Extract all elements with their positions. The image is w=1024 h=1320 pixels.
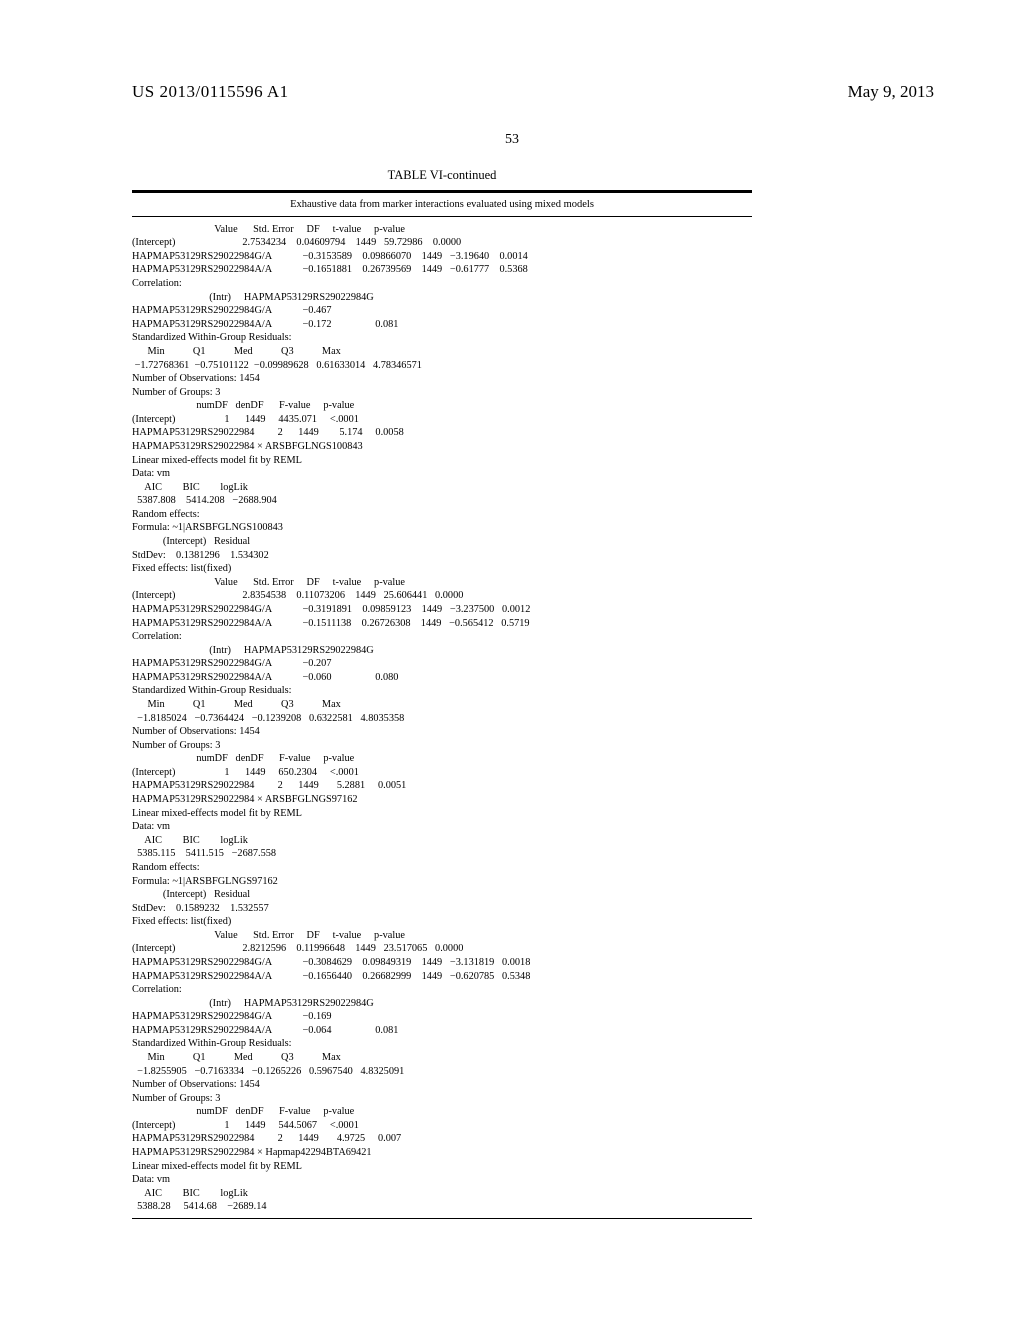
resid-row: −1.8185024 −0.7364424 −0.1239208 0.63225… [132, 712, 752, 726]
rand-formula: Formula: ~1|ARSBFGLNGS97162 [132, 875, 752, 889]
rand-row: StdDev: 0.1589232 1.532557 [132, 902, 752, 916]
model-title: HAPMAP53129RS29022984 × Hapmap42294BTA69… [132, 1146, 752, 1160]
corr-header: (Intr) HAPMAP53129RS29022984G [132, 644, 752, 658]
coef-row: HAPMAP53129RS29022984A/A −0.1511138 0.26… [132, 617, 752, 631]
rand-label: Random effects: [132, 508, 752, 522]
coef-row: HAPMAP53129RS29022984A/A −0.1651881 0.26… [132, 263, 752, 277]
doc-id: US 2013/0115596 A1 [132, 82, 289, 102]
rand-header: (Intercept) Residual [132, 888, 752, 902]
resid-row: −1.72768361 −0.75101122 −0.09989628 0.61… [132, 359, 752, 373]
fixed-label: Fixed effects: list(fixed) [132, 915, 752, 929]
table-caption: Exhaustive data from marker interactions… [132, 192, 752, 217]
anova-row: HAPMAP53129RS29022984 2 1449 5.2881 0.00… [132, 779, 752, 793]
corr-label: Correlation: [132, 630, 752, 644]
ic-row: 5387.808 5414.208 −2688.904 [132, 494, 752, 508]
anova-header: numDF denDF F-value p-value [132, 752, 752, 766]
coef-row: HAPMAP53129RS29022984G/A −0.3191891 0.09… [132, 603, 752, 617]
model-title: HAPMAP53129RS29022984 × ARSBFGLNGS97162 [132, 793, 752, 807]
corr-row: HAPMAP53129RS29022984G/A −0.467 [132, 304, 752, 318]
fixed-label: Fixed effects: list(fixed) [132, 562, 752, 576]
ngrp: Number of Groups: 3 [132, 1092, 752, 1106]
anova-header: numDF denDF F-value p-value [132, 1105, 752, 1119]
resid-header: Min Q1 Med Q3 Max [132, 698, 752, 712]
anova-row: (Intercept) 1 1449 4435.071 <.0001 [132, 413, 752, 427]
corr-row: HAPMAP53129RS29022984G/A −0.169 [132, 1010, 752, 1024]
corr-row: HAPMAP53129RS29022984A/A −0.172 0.081 [132, 318, 752, 332]
ic-header: AIC BIC logLik [132, 481, 752, 495]
resid-label: Standardized Within-Group Residuals: [132, 684, 752, 698]
model-data: Data: vm [132, 1173, 752, 1187]
ic-row: 5388.28 5414.68 −2689.14 [132, 1200, 752, 1214]
coef-row: (Intercept) 2.8212596 0.11996648 1449 23… [132, 942, 752, 956]
resid-label: Standardized Within-Group Residuals: [132, 331, 752, 345]
anova-row: (Intercept) 1 1449 544.5067 <.0001 [132, 1119, 752, 1133]
ic-header: AIC BIC logLik [132, 834, 752, 848]
rand-header: (Intercept) Residual [132, 535, 752, 549]
model-fit: Linear mixed-effects model fit by REML [132, 1160, 752, 1174]
ngrp: Number of Groups: 3 [132, 386, 752, 400]
coef-row: (Intercept) 2.8354538 0.11073206 1449 25… [132, 589, 752, 603]
model-data: Data: vm [132, 820, 752, 834]
table-content: TABLE VI-continued Exhaustive data from … [132, 168, 752, 1219]
corr-row: HAPMAP53129RS29022984A/A −0.060 0.080 [132, 671, 752, 685]
corr-header: (Intr) HAPMAP53129RS29022984G [132, 291, 752, 305]
corr-label: Correlation: [132, 277, 752, 291]
anova-row: HAPMAP53129RS29022984 2 1449 4.9725 0.00… [132, 1132, 752, 1146]
ic-header: AIC BIC logLik [132, 1187, 752, 1201]
coef-header: Value Std. Error DF t-value p-value [132, 929, 752, 943]
resid-label: Standardized Within-Group Residuals: [132, 1037, 752, 1051]
anova-row: (Intercept) 1 1449 650.2304 <.0001 [132, 766, 752, 780]
corr-header: (Intr) HAPMAP53129RS29022984G [132, 997, 752, 1011]
resid-header: Min Q1 Med Q3 Max [132, 1051, 752, 1065]
coef-header: Value Std. Error DF t-value p-value [132, 576, 752, 590]
page-number: 53 [0, 132, 1024, 148]
resid-row: −1.8255905 −0.7163334 −0.1265226 0.59675… [132, 1065, 752, 1079]
nobs: Number of Observations: 1454 [132, 1078, 752, 1092]
rand-formula: Formula: ~1|ARSBFGLNGS100843 [132, 521, 752, 535]
doc-date: May 9, 2013 [848, 82, 934, 102]
model-title: HAPMAP53129RS29022984 × ARSBFGLNGS100843 [132, 440, 752, 454]
model-fit: Linear mixed-effects model fit by REML [132, 807, 752, 821]
coef-header: Value Std. Error DF t-value p-value [132, 223, 752, 237]
anova-header: numDF denDF F-value p-value [132, 399, 752, 413]
corr-row: HAPMAP53129RS29022984G/A −0.207 [132, 657, 752, 671]
model-data: Data: vm [132, 467, 752, 481]
model-fit: Linear mixed-effects model fit by REML [132, 454, 752, 468]
nobs: Number of Observations: 1454 [132, 725, 752, 739]
rand-label: Random effects: [132, 861, 752, 875]
nobs: Number of Observations: 1454 [132, 372, 752, 386]
table-title: TABLE VI-continued [132, 168, 752, 184]
ngrp: Number of Groups: 3 [132, 739, 752, 753]
corr-row: HAPMAP53129RS29022984A/A −0.064 0.081 [132, 1024, 752, 1038]
anova-row: HAPMAP53129RS29022984 2 1449 5.174 0.005… [132, 426, 752, 440]
coef-row: (Intercept) 2.7534234 0.04609794 1449 59… [132, 236, 752, 250]
rand-row: StdDev: 0.1381296 1.534302 [132, 549, 752, 563]
corr-label: Correlation: [132, 983, 752, 997]
coef-row: HAPMAP53129RS29022984G/A −0.3153589 0.09… [132, 250, 752, 264]
coef-row: HAPMAP53129RS29022984G/A −0.3084629 0.09… [132, 956, 752, 970]
coef-row: HAPMAP53129RS29022984A/A −0.1656440 0.26… [132, 970, 752, 984]
ic-row: 5385.115 5411.515 −2687.558 [132, 847, 752, 861]
resid-header: Min Q1 Med Q3 Max [132, 345, 752, 359]
